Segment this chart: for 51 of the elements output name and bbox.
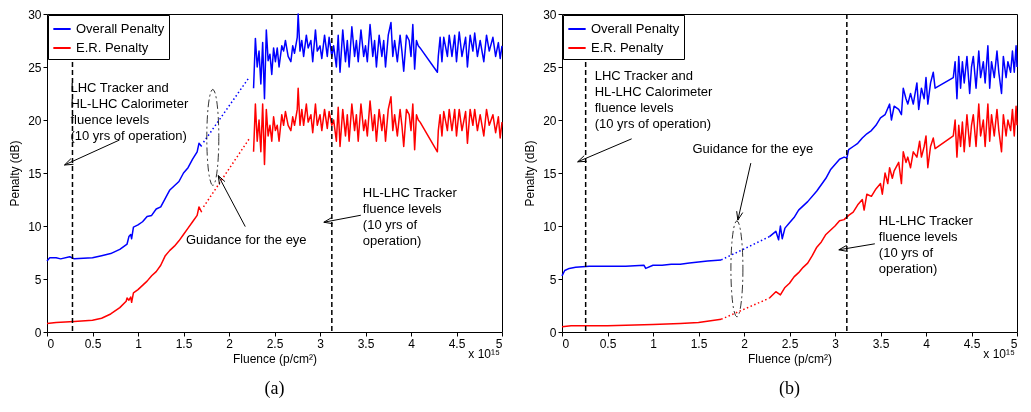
annotation: Guidance for the eye [692,141,814,157]
annotation: HL-LHC Tracker fluence levels (10 yrs of operation) [362,185,458,249]
y-tick-label: 5 [34,272,42,287]
line-series [252,87,503,166]
legend-label: E.R. Penalty [76,40,149,55]
x-tick-label: 4 [923,336,931,351]
y-tick-label: 20 [28,113,42,128]
y-tick-label: 30 [543,7,557,22]
y-tick-label: 10 [543,219,557,234]
x-tick-label: 3 [317,336,325,351]
x-tick-label: 4 [408,336,416,351]
y-tick-label: 0 [34,325,42,340]
line-series [252,13,503,100]
annotation: Guidance for the eye [185,231,307,247]
annotation: LHC Tracker and HL-LHC Calorimeter fluence levels (10 yrs of operation) [594,67,714,131]
text: (b) [779,378,800,399]
y-tick-label: 10 [28,219,42,234]
x-tick-label: 3.5 [872,336,890,351]
legend-label: Overall Penalty [591,21,680,36]
x-tick-label: 0 [562,336,570,351]
legend-label: E.R. Penalty [591,40,664,55]
x-tick-label: 1 [650,336,658,351]
x-tick-label: 1.5 [690,336,708,351]
y-tick-label: 25 [28,60,42,75]
text: (a) [264,378,285,399]
y-axis-title: Penalty (dB) [8,140,23,207]
y-tick-label: 30 [28,7,42,22]
x-tick-label: 3 [832,336,840,351]
x-tick-label: 4.5 [448,336,466,351]
annotation: HL-LHC Tracker fluence levels (10 yrs of operation) [878,212,974,276]
x-tick-label: 0 [47,336,55,351]
x-tick-label: 1 [135,336,143,351]
y-tick-label: 20 [543,113,557,128]
x-tick-label: 0.5 [84,336,102,351]
x-axis-title: Fluence (p/cm²) [232,351,318,366]
x-tick-label: 3.5 [357,336,375,351]
y-tick-label: 25 [543,60,557,75]
y-tick-label: 0 [549,325,557,340]
legend-label: Overall Penalty [76,21,165,36]
x-tick-label: 2.5 [781,336,799,351]
x-tick-label: 0.5 [599,336,617,351]
x-tick-label: 2 [226,336,234,351]
y-tick-label: 5 [549,272,557,287]
x-tick-label: 1.5 [175,336,193,351]
x-tick-label: 2.5 [266,336,284,351]
x-axis-title: Fluence (p/cm²) [747,351,833,366]
y-axis-title: Penalty (dB) [523,140,538,207]
y-tick-label: 15 [543,166,557,181]
x-tick-label: 4.5 [963,336,981,351]
x-tick-label: 2 [741,336,749,351]
y-tick-label: 15 [28,166,42,181]
